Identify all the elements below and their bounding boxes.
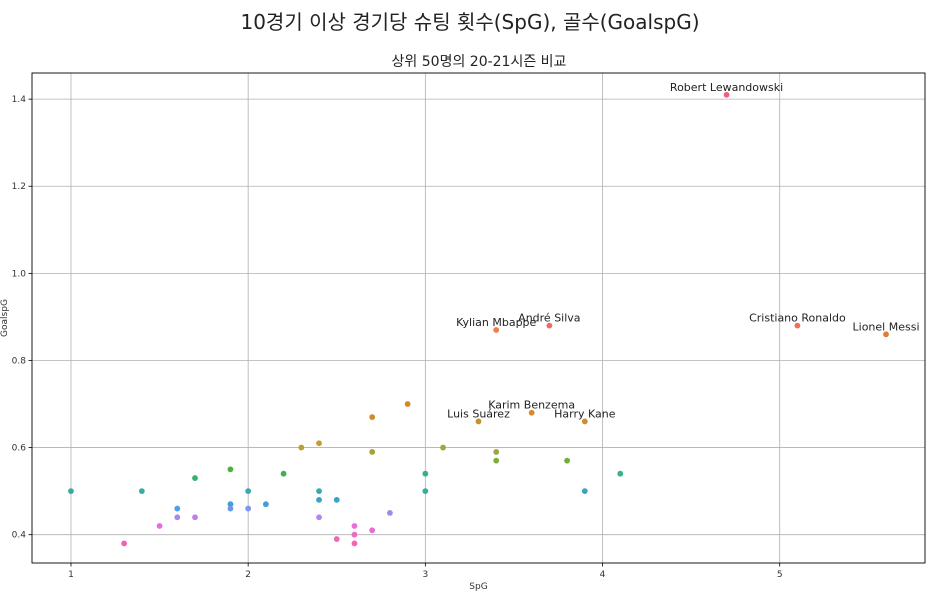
data-point: [174, 514, 181, 521]
figure-title: 10경기 이상 경기당 슈팅 횟수(SpG), 골수(GoalspG): [240, 10, 700, 34]
data-point: [581, 418, 588, 425]
data-point: [581, 488, 588, 495]
data-point: [333, 536, 340, 542]
data-point: [280, 470, 287, 477]
data-point: [422, 488, 429, 495]
data-point-label: Cristiano Ronaldo: [749, 312, 846, 325]
data-point: [387, 510, 393, 516]
data-point: [192, 475, 198, 481]
data-point: [475, 418, 482, 425]
data-point-label: Harry Kane: [554, 407, 616, 420]
data-point: [316, 496, 322, 503]
data-point: [121, 540, 128, 547]
data-point: [298, 444, 305, 451]
x-axis-label: SpG: [469, 582, 487, 592]
data-point: [564, 457, 570, 464]
data-point: [883, 331, 889, 338]
label-layer: Robert Lewandowski Cristiano Ronaldo Lione…: [447, 81, 919, 421]
data-point: [617, 470, 624, 477]
data-point: [333, 496, 340, 503]
data-point-label: Karim Benzema: [488, 399, 575, 412]
x-tick-label: 1: [68, 570, 74, 580]
data-point: [493, 457, 500, 464]
data-point: [227, 466, 234, 473]
data-point: [156, 523, 163, 529]
data-point: [68, 488, 74, 495]
data-point: [351, 531, 358, 538]
data-point: [369, 414, 376, 420]
data-point: [546, 322, 553, 329]
data-point: [369, 449, 376, 455]
plot-frame: [31, 72, 926, 564]
x-tick-label: 5: [777, 570, 783, 580]
data-point: [369, 527, 376, 534]
data-point: [316, 514, 322, 521]
data-point: [440, 444, 446, 451]
data-point: [528, 409, 535, 416]
x-tick-label: 2: [245, 570, 251, 580]
y-axis-label: GoalspG: [0, 299, 10, 337]
y-tick-label: 1.4: [12, 95, 27, 105]
y-tick-label: 1.0: [12, 269, 27, 279]
point-layer: [68, 91, 889, 547]
data-point: [227, 505, 234, 512]
data-point-label: Kylian Mbappe: [456, 316, 536, 329]
data-point: [316, 488, 322, 495]
data-point: [422, 470, 429, 477]
data-point: [794, 322, 801, 329]
data-point: [245, 505, 252, 512]
grid-layer: [32, 73, 925, 563]
y-tick-label: 0.8: [12, 356, 27, 366]
data-point: [351, 540, 358, 547]
y-tick-label: 1.2: [12, 182, 26, 192]
data-point: [351, 523, 358, 529]
y-tick-label: 0.6: [12, 444, 27, 454]
data-point: [192, 514, 198, 521]
x-tick-label: 4: [600, 570, 606, 580]
data-point: [493, 449, 500, 455]
data-point: [493, 327, 500, 333]
data-point-label: Lionel Messi: [853, 320, 920, 333]
data-point: [174, 505, 181, 512]
data-point-label: Luis Suárez: [447, 407, 510, 420]
x-tick-label: 3: [422, 570, 428, 580]
data-point: [316, 440, 322, 447]
data-point: [227, 501, 234, 508]
y-tick-label: 0.4: [12, 531, 27, 541]
chart-title: 상위 50명의 20-21시즌 비교: [391, 54, 567, 70]
data-point: [245, 488, 252, 495]
data-point: [723, 91, 730, 98]
data-point-label: André Silva: [518, 312, 580, 325]
data-point: [262, 501, 269, 508]
data-point-label: Robert Lewandowski: [670, 81, 783, 94]
data-point: [138, 488, 145, 495]
data-point: [404, 401, 411, 407]
tick-layer: 1 2 3 4 5 0.4 0.6 0.8 1.0 1.2 1.4: [12, 95, 783, 580]
